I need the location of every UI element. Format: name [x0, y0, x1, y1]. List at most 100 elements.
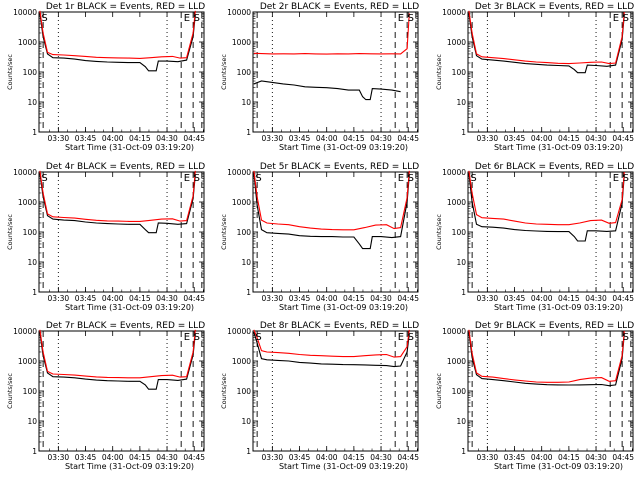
y-tick-label: 1: [32, 128, 37, 137]
x-tick-label: 04:00: [531, 134, 553, 143]
event-marker-S: S: [623, 13, 629, 24]
x-tick-label: 04:15: [343, 294, 365, 303]
y-tick-label: 1000: [18, 357, 37, 366]
event-marker-E: E: [398, 173, 404, 184]
lld-series-line: [39, 10, 196, 59]
y-tick-label: 10000: [13, 8, 37, 17]
events-series-line: [39, 173, 196, 234]
x-tick-label: 03:30: [48, 294, 70, 303]
x-axis-label: Start Time (31-Oct-09 03:19:20): [279, 462, 408, 471]
event-marker-S: S: [41, 13, 47, 24]
panel-title: Det 4r BLACK = Events, RED = LLD: [46, 162, 205, 172]
x-tick-label: 04:30: [156, 294, 178, 303]
event-marker-E: E: [398, 332, 404, 343]
y-axis-label: Counts/sec: [435, 214, 443, 250]
x-tick-label: 04:30: [156, 134, 178, 143]
y-tick-label: 1: [32, 288, 37, 297]
y-tick-label: 1: [461, 288, 466, 297]
y-tick-label: 1000: [447, 357, 466, 366]
x-tick-label: 03:45: [504, 294, 526, 303]
y-tick-label: 10: [27, 417, 37, 426]
event-marker-E: E: [184, 13, 190, 24]
y-tick-label: 1000: [232, 198, 251, 207]
event-marker-S: S: [41, 173, 47, 184]
y-tick-label: 1: [246, 288, 251, 297]
y-tick-label: 10: [456, 98, 466, 107]
y-axis-label: Counts/sec: [6, 54, 14, 90]
chart-panel-5: Det 5r BLACK = Events, RED = LLD 1 10 100 10…: [220, 162, 419, 312]
plot-frame: [467, 11, 634, 133]
y-tick-label: 100: [452, 68, 467, 77]
panel-title: Det 3r BLACK = Events, RED = LLD: [475, 2, 634, 12]
x-axis-label: Start Time (31-Oct-09 03:19:20): [279, 303, 408, 312]
event-marker-S: S: [408, 332, 414, 343]
x-tick-label: 03:30: [48, 134, 70, 143]
y-tick-label: 10: [27, 98, 37, 107]
x-tick-label: 04:45: [397, 294, 419, 303]
x-tick-label: 04:00: [316, 134, 338, 143]
plot-frame: [252, 330, 419, 452]
x-axis-label: Start Time (31-Oct-09 03:19:20): [494, 303, 623, 312]
y-tick-label: 1: [246, 447, 251, 456]
lld-series-line: [468, 329, 625, 383]
x-tick-label: 04:15: [129, 134, 151, 143]
x-tick-label: 04:45: [397, 134, 419, 143]
x-tick-label: 04:15: [558, 453, 580, 462]
lld-series-line: [253, 13, 410, 55]
x-tick-label: 04:15: [129, 294, 151, 303]
x-tick-label: 04:30: [585, 294, 607, 303]
x-tick-label: 03:30: [477, 134, 499, 143]
y-tick-label: 10000: [442, 327, 466, 336]
y-tick-label: 10: [456, 258, 466, 267]
x-axis-label: Start Time (31-Oct-09 03:19:20): [65, 462, 194, 471]
plot-frame: [38, 330, 205, 452]
chart-panel-4: Det 4r BLACK = Events, RED = LLD 1 10 100 10…: [6, 162, 205, 312]
event-marker-E: E: [184, 173, 190, 184]
x-tick-label: 04:00: [102, 134, 124, 143]
y-axis-label: Counts/sec: [435, 373, 443, 409]
lld-series-line: [39, 329, 196, 379]
event-marker-S: S: [623, 332, 629, 343]
x-tick-label: 03:30: [48, 453, 70, 462]
y-tick-label: 1: [32, 447, 37, 456]
event-marker-S: S: [470, 173, 476, 184]
y-tick-label: 1000: [232, 38, 251, 47]
y-tick-label: 10: [241, 258, 251, 267]
x-tick-label: 04:00: [102, 294, 124, 303]
x-tick-label: 04:15: [558, 294, 580, 303]
y-tick-label: 100: [237, 228, 252, 237]
events-series-line: [468, 332, 625, 387]
x-axis-label: Start Time (31-Oct-09 03:19:20): [279, 143, 408, 152]
y-tick-label: 1: [246, 128, 251, 137]
lld-series-line: [39, 170, 196, 222]
event-marker-S: S: [194, 13, 200, 24]
x-tick-label: 04:30: [370, 453, 392, 462]
y-tick-label: 10000: [13, 168, 37, 177]
event-marker-E: E: [184, 332, 190, 343]
x-tick-label: 03:45: [75, 453, 97, 462]
chart-panel-9: Det 9r BLACK = Events, RED = LLD 1 10 100 10…: [435, 321, 634, 471]
lld-series-line: [468, 170, 625, 226]
x-tick-label: 03:30: [477, 294, 499, 303]
events-series-line: [468, 173, 625, 242]
y-tick-label: 100: [237, 68, 252, 77]
y-tick-label: 1000: [447, 38, 466, 47]
x-tick-label: 03:45: [289, 453, 311, 462]
x-tick-label: 04:00: [531, 294, 553, 303]
event-marker-S: S: [623, 173, 629, 184]
y-axis-label: Counts/sec: [220, 54, 228, 90]
y-tick-label: 10000: [13, 327, 37, 336]
x-tick-label: 04:30: [156, 453, 178, 462]
y-tick-label: 100: [452, 228, 467, 237]
x-tick-label: 04:30: [585, 453, 607, 462]
x-axis-label: Start Time (31-Oct-09 03:19:20): [494, 143, 623, 152]
x-tick-label: 03:30: [262, 453, 284, 462]
y-tick-label: 10: [241, 98, 251, 107]
x-tick-label: 03:30: [262, 134, 284, 143]
y-tick-label: 10000: [442, 8, 466, 17]
x-tick-label: 04:30: [370, 294, 392, 303]
x-tick-label: 04:15: [343, 134, 365, 143]
plot-frame: [38, 11, 205, 133]
panel-title: Det 8r BLACK = Events, RED = LLD: [260, 321, 419, 331]
